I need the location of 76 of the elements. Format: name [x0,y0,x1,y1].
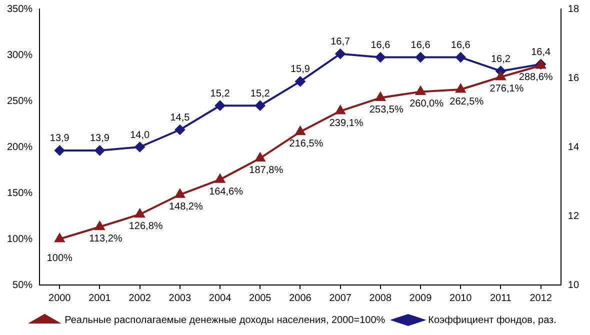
data-label: 239,1% [329,118,364,129]
data-label: 16,2 [490,54,511,65]
data-label: 16,4 [531,46,551,58]
point [134,142,145,152]
x-tick-label: 2000 [48,292,72,304]
x-tick-label: 2003 [168,292,192,304]
point [54,234,65,242]
point [54,145,65,156]
x-tick-label: 2008 [369,292,392,304]
data-label: 14,0 [130,130,150,141]
x-tick-label: 2006 [289,292,312,304]
point [416,52,426,62]
point [175,189,185,198]
data-label: 13,9 [50,133,70,144]
y2-tick-label: 10 [568,280,580,291]
data-label: 100% [46,252,73,264]
x-tick-label: 2011 [490,292,512,304]
point [456,84,466,93]
data-label: 187,8% [249,164,284,176]
data-label: 126,8% [128,221,163,232]
point [215,100,226,111]
data-label: 260,0% [410,98,444,110]
data-label: 216,5% [289,138,324,150]
point [375,52,386,62]
point [255,100,266,111]
data-label: 13,9 [90,133,110,144]
x-tick-label: 2007 [329,292,352,304]
point [94,221,105,230]
y-tick-label: 200% [7,142,33,153]
point [255,152,266,162]
data-label: 288,6% [518,72,553,84]
data-label: 16,6 [410,40,431,52]
y-tick-label: 100% [7,234,33,245]
x-tick-label: 2005 [249,292,272,304]
point [416,86,426,96]
legend-label: Коэффициент фондов, раз. [428,314,556,326]
x-tick-label: 2009 [409,292,432,304]
data-label: 15,9 [290,64,310,76]
x-tick-label: 2010 [450,292,472,304]
y-tick-label: 50% [12,280,33,291]
x-tick-label: 2004 [208,292,232,304]
data-label: 14,5 [170,112,190,124]
point [496,71,506,80]
point [456,52,466,62]
data-label: 15,2 [250,88,270,100]
point [295,126,306,136]
legend-label: Реальные располагаемые денежные доходы населения, 2000=100% [64,314,386,326]
point [215,174,225,183]
point [174,124,185,135]
y2-tick-label: 18 [568,4,580,15]
point [134,208,145,218]
data-label: 253,5% [369,104,404,116]
point [94,145,105,156]
data-label: 16,6 [450,40,471,52]
data-label: 15,2 [210,88,230,100]
y2-tick-label: 16 [568,72,580,84]
y-tick-label: 150% [7,188,33,199]
y2-tick-label: 12 [568,210,580,222]
x-tick-label: 2001 [88,292,112,304]
data-label: 276,1% [490,84,524,95]
data-label: 262,5% [450,96,484,108]
y-tick-label: 300% [7,50,33,61]
x-tick-label: 2002 [128,292,152,304]
point [335,106,346,114]
point [376,92,386,102]
data-label: 113,2% [89,234,122,245]
y2-tick-label: 14 [568,142,580,153]
data-label: 148,2% [168,201,203,212]
data-label: 16,6 [370,40,391,52]
data-label: 164,6% [209,186,244,198]
point [335,48,346,59]
point [295,76,306,86]
x-tick-label: 2012 [530,292,552,304]
data-label: 16,7 [330,36,350,48]
y-tick-label: 250% [7,96,33,107]
y-tick-label: 350% [7,4,33,15]
